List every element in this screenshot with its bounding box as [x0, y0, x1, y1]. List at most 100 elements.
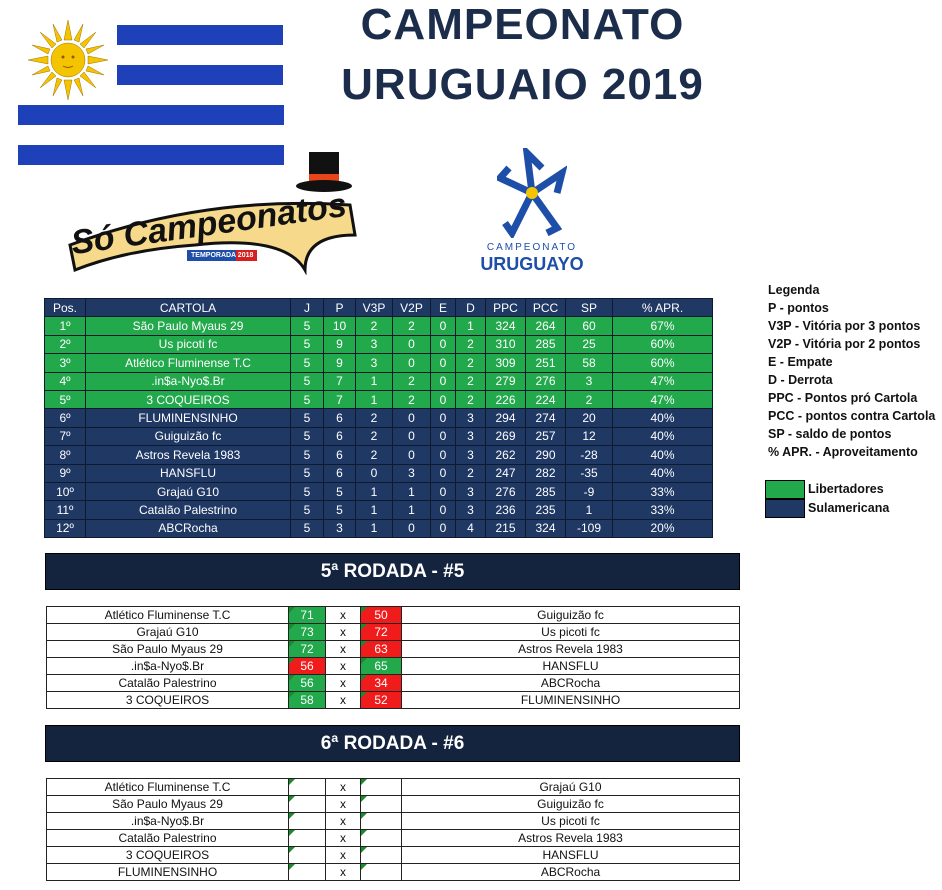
home-score: 56: [288, 657, 326, 675]
stat-cell: 6: [323, 445, 356, 465]
stat-cell: 1: [392, 500, 431, 520]
stat-cell: 1º: [44, 316, 86, 336]
stat-cell: 6: [323, 463, 356, 483]
column-header: PCC: [525, 297, 566, 318]
stat-cell: 0: [430, 518, 456, 539]
stat-cell: 5: [290, 500, 324, 520]
away-score: 65: [360, 657, 402, 675]
standings-row: 6º FLUMINENSINHO 5 6 2 0 0 3 294 274 20 40%: [44, 408, 713, 428]
standings-row: 2º Us picoti fc 5 9 3 0 0 2 310 285 25 60%: [44, 334, 713, 355]
stat-cell: 262: [485, 445, 526, 465]
stat-cell: 11º: [44, 500, 86, 520]
libertadores-swatch: [765, 480, 805, 499]
stat-cell: 1: [565, 500, 613, 520]
stat-cell: 9º: [44, 463, 86, 483]
stat-cell: 40%: [612, 426, 713, 447]
match-row: São Paulo Myaus 29 72 x 63 Astros Revela 198…: [46, 640, 740, 658]
stat-cell: 3º: [44, 353, 86, 373]
stat-cell: 1: [455, 316, 486, 336]
legend-item: SP - saldo de pontos: [768, 427, 892, 441]
column-header: Pos.: [44, 297, 86, 318]
home-score: [288, 863, 326, 881]
legend-item: V3P - Vitória por 3 pontos: [768, 319, 921, 333]
stat-cell: -109: [565, 518, 613, 539]
stat-cell: 264: [525, 316, 566, 336]
stat-cell: 2: [455, 371, 486, 391]
stat-cell: 7º: [44, 426, 86, 447]
stat-cell: 3: [355, 334, 393, 355]
so-campeonatos-logo: Só Campeonatos TEMPORADA 2018: [65, 150, 360, 275]
stat-cell: 6: [323, 408, 356, 428]
round-5-matches: Atlético Fluminense T.C 71 x 50 Guiguizão fc…: [46, 606, 740, 709]
stat-cell: 2: [392, 316, 431, 336]
star-emblem-icon: [497, 148, 567, 238]
stat-cell: 309: [485, 353, 526, 373]
stat-cell: 294: [485, 408, 526, 428]
home-score: 72: [288, 640, 326, 658]
versus-separator: x: [325, 812, 361, 830]
libertadores-label: Libertadores: [808, 482, 884, 496]
versus-separator: x: [325, 863, 361, 881]
match-row: 3 COQUEIROS x HANSFLU: [46, 846, 740, 864]
stat-cell: 2: [392, 389, 431, 410]
column-header: V2P: [392, 297, 431, 318]
match-row: Catalão Palestrino 56 x 34 ABCRocha: [46, 674, 740, 692]
stat-cell: 1: [355, 389, 393, 410]
column-header: J: [290, 297, 324, 318]
stat-cell: 3: [392, 463, 431, 483]
standings-header-row: Pos. CARTOLA J P V3P V2P E D PPC PCC SP% APR.: [44, 297, 713, 318]
standings-row: 7º Guiguizão fc 5 6 2 0 0 3 269 257 12 40%: [44, 426, 713, 447]
stat-cell: 0: [430, 316, 456, 336]
cu-logo-line1: CAMPEONATO: [486, 242, 578, 253]
stat-cell: 5: [290, 463, 324, 483]
round-5-banner: 5ª RODADA - #5: [45, 553, 740, 590]
stat-cell: 0: [430, 334, 456, 355]
legend-item: P - pontos: [768, 301, 829, 315]
home-score: 58: [288, 691, 326, 709]
stat-cell: 5: [290, 353, 324, 373]
stat-cell: 0: [430, 371, 456, 391]
stat-cell: 0: [392, 518, 431, 539]
column-header: PPC: [485, 297, 526, 318]
stat-cell: 60%: [612, 353, 713, 373]
stat-cell: 276: [485, 481, 526, 502]
stat-cell: 1: [355, 518, 393, 539]
stat-cell: 0: [430, 389, 456, 410]
standings-row: 5º 3 COQUEIROS 5 7 1 2 0 2 226 224 2 47%: [44, 389, 713, 410]
away-team: Astros Revela 1983: [401, 640, 740, 658]
stat-cell: 8º: [44, 445, 86, 465]
campeonato-uruguayo-logo: CAMPEONATO URUGUAYO: [472, 148, 592, 275]
column-header: SP: [565, 297, 613, 318]
stat-cell: 4: [455, 518, 486, 539]
legend-item: % APR. - Aproveitamento: [768, 445, 918, 459]
stat-cell: 20: [565, 408, 613, 428]
home-team: Catalão Palestrino: [46, 829, 289, 847]
match-row: Atlético Fluminense T.C 71 x 50 Guiguizão fc: [46, 606, 740, 624]
stat-cell: 5: [323, 500, 356, 520]
away-team: Us picoti fc: [401, 812, 740, 830]
home-team: 3 COQUEIROS: [46, 691, 289, 709]
stat-cell: 9: [323, 334, 356, 355]
away-score: 34: [360, 674, 402, 692]
stat-cell: 3: [455, 408, 486, 428]
stat-cell: 33%: [612, 481, 713, 502]
stat-cell: 25: [565, 334, 613, 355]
stat-cell: 269: [485, 426, 526, 447]
page-title-line1: CAMPEONATO: [360, 0, 685, 49]
versus-separator: x: [325, 674, 361, 692]
stat-cell: 5: [290, 334, 324, 355]
match-row: FLUMINENSINHO x ABCRocha: [46, 863, 740, 881]
cu-logo-line2: URUGUAYO: [480, 254, 584, 274]
team-name: Us picoti fc: [85, 334, 291, 355]
stat-cell: 5: [290, 445, 324, 465]
stat-cell: 60: [565, 316, 613, 336]
stat-cell: 7: [323, 389, 356, 410]
away-score: 50: [360, 606, 402, 624]
team-name: HANSFLU: [85, 463, 291, 483]
stat-cell: 60%: [612, 334, 713, 355]
stat-cell: 5: [290, 408, 324, 428]
stat-cell: 324: [485, 316, 526, 336]
home-team: 3 COQUEIROS: [46, 846, 289, 864]
column-header: CARTOLA: [85, 297, 291, 318]
column-header: % APR.: [612, 297, 713, 318]
